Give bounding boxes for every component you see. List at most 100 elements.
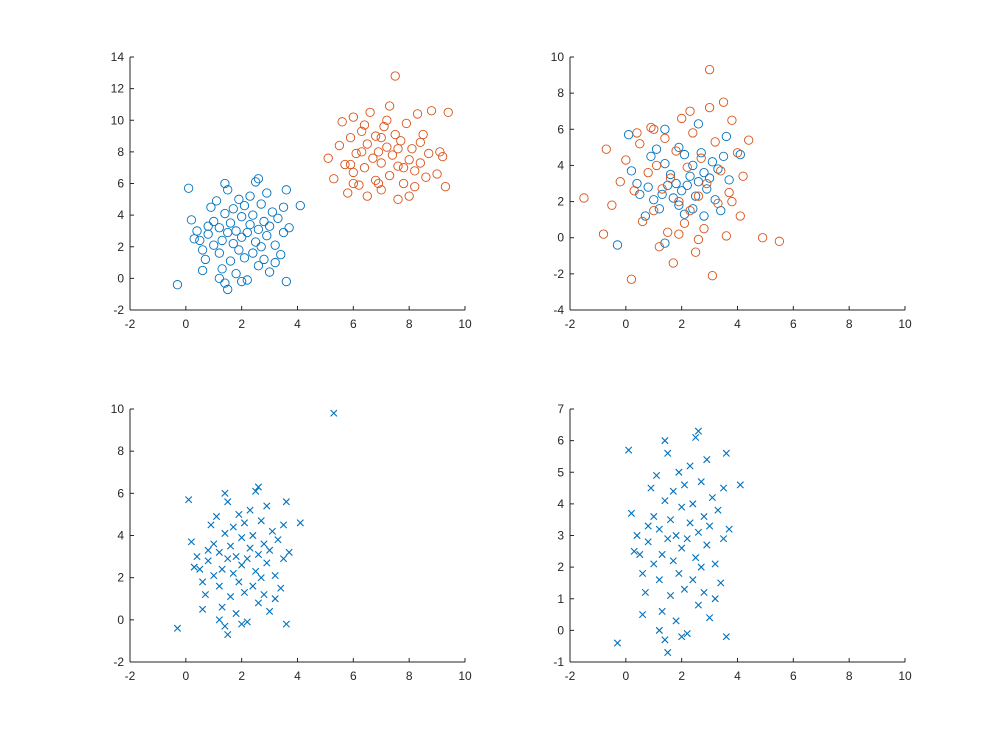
y-tick-label: 6 <box>557 434 564 448</box>
data-point-circle <box>735 211 745 221</box>
axes-bottom-left: -2 0 2 4 6 8 10 -2 0 2 4 6 8 10 <box>111 402 472 683</box>
data-point-circle <box>281 276 291 287</box>
data-point-circle <box>348 178 358 189</box>
data-point-circle <box>693 234 704 245</box>
data-point-circle <box>371 175 381 185</box>
data-point-cross <box>661 437 669 445</box>
data-point-circle <box>657 189 667 199</box>
data-point-circle <box>362 191 372 201</box>
data-point-cross <box>692 433 700 442</box>
data-point-cross <box>265 546 274 554</box>
data-point-circle <box>323 153 333 163</box>
x-tick-label: 0 <box>622 669 629 683</box>
data-point-circle <box>415 137 425 148</box>
data-point-cross <box>196 565 204 573</box>
data-point-cross <box>330 409 338 417</box>
data-point-circle <box>250 237 261 247</box>
data-point-cross <box>277 584 285 592</box>
data-point-circle <box>649 124 659 134</box>
data-point-circle <box>685 205 695 216</box>
data-point-circle <box>774 236 785 246</box>
data-point-cross <box>268 527 276 535</box>
data-point-cross <box>204 557 212 565</box>
data-point-cross <box>652 471 661 480</box>
data-point-circle <box>248 248 258 258</box>
y-tick-label: 6 <box>117 486 124 500</box>
data-point-cross <box>664 648 672 657</box>
y-tick-label: 12 <box>111 82 125 96</box>
data-point-cross <box>229 569 237 578</box>
data-point-circle <box>699 224 709 234</box>
data-point-circle <box>234 245 244 255</box>
data-point-circle <box>651 144 662 154</box>
data-point-cross <box>722 633 730 641</box>
data-point-circle <box>393 194 403 204</box>
data-point-circle <box>721 231 731 241</box>
data-point-circle <box>716 166 726 176</box>
data-point-circle <box>646 122 656 133</box>
data-point-circle <box>690 247 701 257</box>
data-point-cross <box>725 525 733 533</box>
data-point-cross <box>703 541 711 549</box>
data-point-circle <box>270 240 280 250</box>
data-point-circle <box>643 182 653 192</box>
data-point-cross <box>658 607 666 615</box>
data-point-cross <box>218 603 226 611</box>
data-point-cross <box>243 555 251 563</box>
data-point-circle <box>357 126 367 136</box>
data-point-circle <box>615 177 625 187</box>
y-tick-label: -1 <box>553 655 564 669</box>
data-point-circle <box>273 213 283 223</box>
data-point-circle <box>677 186 687 196</box>
data-point-circle <box>189 234 199 244</box>
data-point-cross <box>265 607 274 615</box>
data-point-circle <box>710 137 720 147</box>
data-point-circle <box>376 132 386 143</box>
data-point-circle <box>682 180 692 190</box>
data-point-circle <box>635 139 645 149</box>
data-point-cross <box>627 509 636 517</box>
data-point-cross <box>198 605 207 613</box>
data-point-circle <box>707 157 718 167</box>
data-point-circle <box>239 200 250 211</box>
data-point-cross <box>700 512 708 521</box>
data-point-circle <box>357 147 367 157</box>
data-point-cross <box>613 639 622 647</box>
data-point-circle <box>404 191 414 201</box>
data-point-cross <box>680 585 689 593</box>
data-point-circle <box>735 149 745 160</box>
data-point-cross <box>232 552 240 561</box>
data-point-circle <box>253 224 264 235</box>
data-point-cross <box>252 567 260 575</box>
data-point-circle <box>679 149 690 160</box>
data-point-circle <box>688 128 698 138</box>
data-point-cross <box>226 593 235 601</box>
data-point-cross <box>221 489 229 497</box>
data-point-cross <box>232 609 240 618</box>
data-point-circle <box>390 129 400 140</box>
data-point-circle <box>443 107 453 117</box>
data-point-circle <box>223 185 233 195</box>
y-tick-label: 2 <box>557 195 564 209</box>
y-tick-label: 8 <box>557 86 564 100</box>
y-tick-label: -2 <box>113 303 124 317</box>
data-point-circle <box>738 171 748 181</box>
data-point-circle <box>245 191 255 201</box>
data-point-circle <box>637 216 648 227</box>
data-point-circle <box>660 158 670 169</box>
data-point-cross <box>279 555 288 563</box>
data-point-cross <box>240 588 249 597</box>
data-point-circle <box>231 268 241 279</box>
y-tick-label: 8 <box>117 145 124 159</box>
data-point-circle <box>718 97 729 107</box>
data-point-circle <box>217 235 227 246</box>
data-point-circle <box>359 163 370 173</box>
x-tick-label: 8 <box>406 317 413 331</box>
data-point-circle <box>242 275 252 285</box>
data-point-cross <box>636 550 644 559</box>
data-point-circle <box>418 129 428 140</box>
data-point-cross <box>638 610 647 619</box>
data-point-circle <box>345 132 356 143</box>
data-point-circle <box>654 204 664 214</box>
